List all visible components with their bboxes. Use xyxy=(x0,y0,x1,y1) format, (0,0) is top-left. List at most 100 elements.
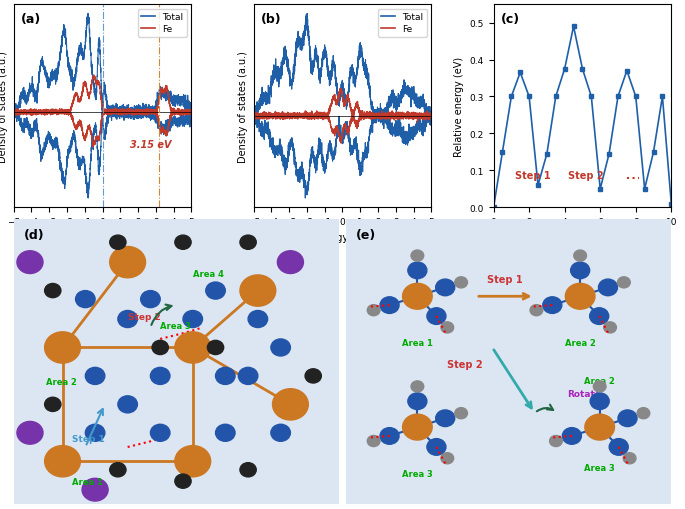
Circle shape xyxy=(380,297,399,314)
Circle shape xyxy=(240,275,276,306)
Circle shape xyxy=(175,332,211,363)
Circle shape xyxy=(367,305,380,316)
Text: (b): (b) xyxy=(261,13,282,26)
Circle shape xyxy=(530,305,543,316)
Circle shape xyxy=(118,311,138,328)
Circle shape xyxy=(216,367,235,385)
Circle shape xyxy=(152,341,169,355)
Circle shape xyxy=(240,236,256,250)
Circle shape xyxy=(183,311,203,328)
Circle shape xyxy=(277,251,303,274)
Circle shape xyxy=(599,279,617,296)
Circle shape xyxy=(305,369,321,383)
Circle shape xyxy=(571,263,590,279)
Text: Area 2: Area 2 xyxy=(584,377,615,386)
Circle shape xyxy=(593,381,606,392)
Circle shape xyxy=(175,446,211,477)
Circle shape xyxy=(543,297,562,314)
Text: Area 3: Area 3 xyxy=(584,463,615,472)
Text: (e): (e) xyxy=(356,229,376,241)
Circle shape xyxy=(367,436,380,447)
Circle shape xyxy=(441,453,453,464)
Circle shape xyxy=(17,251,43,274)
Text: Step 1: Step 1 xyxy=(73,435,105,443)
Circle shape xyxy=(436,410,455,427)
X-axis label: Migration coordinate: Migration coordinate xyxy=(532,232,633,242)
Circle shape xyxy=(403,284,432,309)
Circle shape xyxy=(273,389,308,420)
Text: (c): (c) xyxy=(501,13,520,26)
Circle shape xyxy=(618,277,630,288)
Circle shape xyxy=(140,291,160,308)
Legend: Total, Fe: Total, Fe xyxy=(138,10,187,38)
Circle shape xyxy=(408,393,427,410)
Circle shape xyxy=(565,284,595,309)
Circle shape xyxy=(574,250,586,262)
Circle shape xyxy=(623,453,636,464)
Text: Step 2: Step 2 xyxy=(127,313,160,321)
Circle shape xyxy=(216,425,235,441)
Circle shape xyxy=(110,236,126,250)
Circle shape xyxy=(455,277,467,288)
Circle shape xyxy=(151,367,170,385)
Circle shape xyxy=(240,463,256,477)
Circle shape xyxy=(549,436,562,447)
Circle shape xyxy=(45,284,61,298)
Circle shape xyxy=(17,421,43,444)
Circle shape xyxy=(455,408,467,419)
Text: Area 4: Area 4 xyxy=(192,270,223,279)
Text: (a): (a) xyxy=(21,13,41,26)
Circle shape xyxy=(585,414,614,440)
Circle shape xyxy=(151,425,170,441)
Circle shape xyxy=(271,425,290,441)
Text: Area 2: Area 2 xyxy=(564,338,595,347)
Circle shape xyxy=(436,279,455,296)
Circle shape xyxy=(411,381,424,392)
Text: Area 3: Area 3 xyxy=(402,469,433,478)
Text: Rotate: Rotate xyxy=(567,389,601,398)
Circle shape xyxy=(618,410,637,427)
Y-axis label: Density of states (a.u.): Density of states (a.u.) xyxy=(0,51,8,162)
Circle shape xyxy=(118,396,138,413)
Circle shape xyxy=(45,446,80,477)
Circle shape xyxy=(86,367,105,385)
Text: Step 1: Step 1 xyxy=(488,274,523,285)
Circle shape xyxy=(403,414,432,440)
Circle shape xyxy=(411,250,424,262)
Y-axis label: Density of states (a.u.): Density of states (a.u.) xyxy=(238,51,248,162)
Circle shape xyxy=(248,311,268,328)
Text: Area 1: Area 1 xyxy=(73,477,103,486)
X-axis label: Energy (eV): Energy (eV) xyxy=(314,232,371,242)
Circle shape xyxy=(637,408,650,419)
Circle shape xyxy=(603,322,616,333)
Circle shape xyxy=(175,474,191,488)
Text: Area 2: Area 2 xyxy=(47,378,77,387)
Circle shape xyxy=(590,393,609,410)
Circle shape xyxy=(175,236,191,250)
Text: Step 2: Step 2 xyxy=(569,171,604,180)
Text: Step 1: Step 1 xyxy=(515,171,551,180)
Circle shape xyxy=(86,425,105,441)
X-axis label: Energy (eV): Energy (eV) xyxy=(74,232,132,242)
Circle shape xyxy=(238,367,258,385)
Circle shape xyxy=(45,398,61,412)
Y-axis label: Relative energy (eV): Relative energy (eV) xyxy=(454,56,464,156)
Circle shape xyxy=(441,322,453,333)
Circle shape xyxy=(609,439,628,456)
Circle shape xyxy=(562,428,582,444)
Circle shape xyxy=(75,291,95,308)
Circle shape xyxy=(82,478,108,501)
Circle shape xyxy=(45,332,80,363)
Text: (d): (d) xyxy=(23,229,44,241)
Circle shape xyxy=(110,247,145,278)
Circle shape xyxy=(427,308,446,325)
Text: Area 3: Area 3 xyxy=(160,321,191,330)
Circle shape xyxy=(408,263,427,279)
Circle shape xyxy=(110,463,126,477)
Circle shape xyxy=(380,428,399,444)
Circle shape xyxy=(208,341,224,355)
Circle shape xyxy=(271,340,290,356)
Circle shape xyxy=(206,282,225,299)
Circle shape xyxy=(427,439,446,456)
Text: 3.15 eV: 3.15 eV xyxy=(130,140,172,150)
